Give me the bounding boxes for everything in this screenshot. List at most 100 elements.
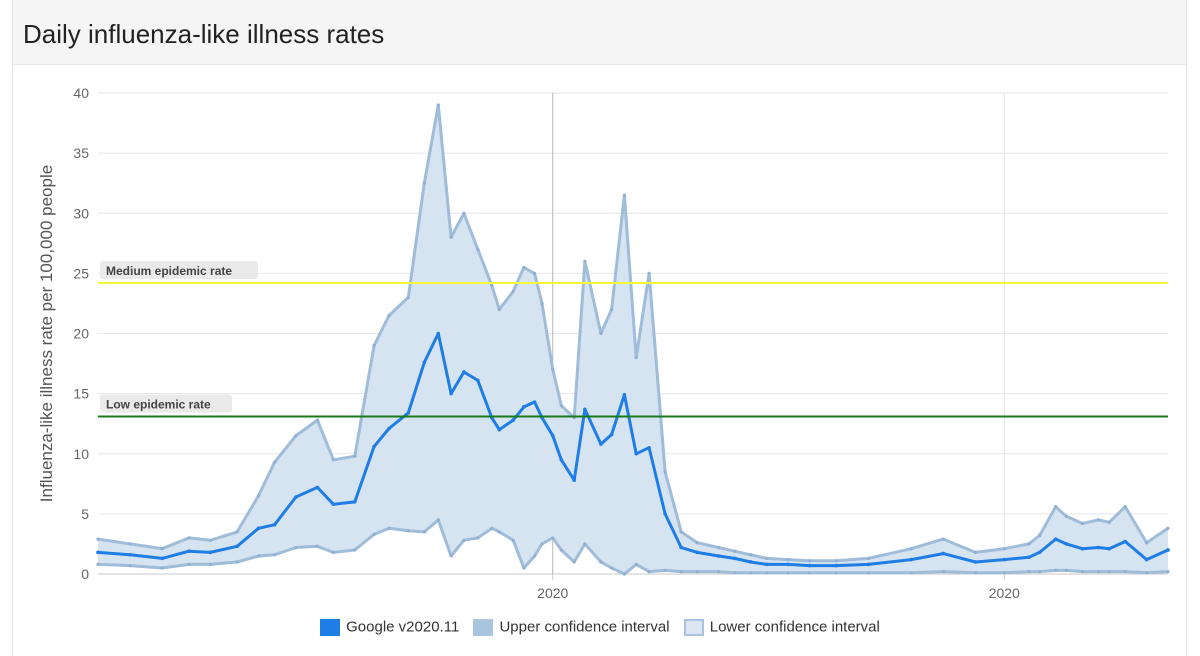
- page-title: Daily influenza-like illness rates: [23, 19, 385, 49]
- google-point: [1096, 545, 1101, 550]
- upper-ci-point: [1166, 526, 1170, 530]
- upper-ci-point: [695, 541, 699, 545]
- upper-ci-point: [208, 538, 212, 542]
- google-point: [331, 502, 336, 507]
- upper-ci-point: [235, 530, 239, 534]
- google-point: [256, 526, 261, 531]
- upper-ci-point: [599, 331, 603, 336]
- google-point: [550, 433, 555, 438]
- google-point: [647, 445, 651, 450]
- google-point: [941, 551, 946, 556]
- lower-ci-point: [160, 566, 164, 570]
- x-tick-label: 2020: [989, 585, 1020, 601]
- upper-ci-point: [96, 537, 100, 541]
- lower-ci-point: [522, 566, 526, 570]
- x-tick-label: 2020: [537, 585, 568, 601]
- grid-lines: [98, 92, 1168, 575]
- google-point: [695, 550, 699, 555]
- upper-ci-point: [462, 211, 466, 215]
- google-point: [1123, 539, 1127, 544]
- chart-panel: [12, 0, 1187, 656]
- google-point: [1144, 557, 1149, 562]
- upper-ci-point: [1107, 520, 1111, 524]
- confidence-band: [98, 105, 1168, 574]
- google-point: [748, 560, 753, 564]
- upper-ci-point: [551, 367, 555, 372]
- google-point: [511, 418, 515, 422]
- y-tick-label: 0: [81, 566, 89, 582]
- upper-ci-point: [128, 542, 132, 546]
- google-point: [663, 512, 667, 516]
- google-point: [497, 427, 502, 432]
- lower-ci-point: [372, 532, 376, 536]
- lower-ci-point: [540, 542, 544, 546]
- lower-ci-point: [187, 562, 191, 566]
- upper-ci-point: [622, 193, 627, 197]
- upper-ci-point: [436, 103, 440, 107]
- legend-item-lower-ci[interactable]: Lower confidence interval: [683, 618, 880, 636]
- lower-ci-point: [462, 538, 466, 542]
- upper-ci-point: [583, 259, 587, 263]
- upper-ci-point: [1064, 514, 1068, 518]
- google-point: [96, 550, 100, 555]
- legend-item-upper-ci[interactable]: Upper confidence interval: [473, 618, 670, 636]
- lower-ci-point: [1123, 569, 1127, 574]
- upper-ci-point: [1038, 533, 1042, 538]
- google-point: [1080, 546, 1085, 551]
- y-tick-label: 10: [73, 446, 89, 462]
- y-tick-label: 35: [73, 145, 89, 161]
- lower-ci-point: [272, 553, 277, 557]
- lower-ci-point: [1002, 571, 1006, 575]
- lower-ci-point: [436, 518, 440, 522]
- lower-ci-point: [973, 571, 978, 575]
- upper-ci-point: [522, 265, 526, 269]
- upper-ci-point: [540, 301, 544, 306]
- lower-ci-point: [610, 566, 614, 570]
- lower-ci-point: [866, 571, 871, 575]
- google-point: [786, 562, 790, 567]
- lower-ci-point: [128, 563, 132, 568]
- legend-swatch-google: [320, 618, 341, 636]
- google-point: [187, 549, 191, 553]
- series-lines: [96, 103, 1170, 576]
- google-point: [1037, 550, 1042, 555]
- lower-ci-point: [490, 526, 494, 530]
- google-point: [235, 544, 239, 549]
- google-point: [609, 432, 614, 437]
- lower-ci-point: [647, 569, 651, 574]
- lower-ci-point: [315, 544, 319, 548]
- google-point: [449, 391, 453, 396]
- google-point: [272, 522, 277, 527]
- upper-ci-point: [765, 556, 769, 560]
- upper-ci-point: [187, 536, 191, 540]
- google-point: [572, 478, 576, 483]
- upper-ci-point: [372, 343, 376, 348]
- google-point: [732, 556, 737, 561]
- upper-ci-point: [406, 295, 410, 300]
- google-point: [372, 444, 376, 449]
- google-point: [559, 457, 564, 462]
- lower-ci-point: [235, 560, 239, 564]
- lower-ci-point: [1096, 569, 1101, 574]
- lower-ci-point: [449, 554, 453, 558]
- upper-ci-point: [941, 537, 945, 541]
- lower-ci-point: [583, 542, 587, 546]
- legend-label: Lower confidence interval: [709, 618, 880, 636]
- upper-ci-point: [1002, 547, 1006, 551]
- lower-ci-point: [406, 529, 410, 533]
- upper-ci-point: [834, 559, 838, 563]
- upper-ci-point: [733, 549, 737, 553]
- upper-ci-point: [1080, 521, 1084, 526]
- series-lower-ci-line: [97, 518, 1169, 576]
- confidence-band-area: [98, 105, 1168, 574]
- y-axis-label: Influenza-like illness rate per 100,000 …: [37, 165, 56, 502]
- upper-ci-point: [786, 557, 790, 562]
- y-tick-label: 25: [73, 265, 89, 281]
- y-tick-label: 5: [81, 506, 89, 522]
- upper-ci-point: [387, 313, 391, 318]
- google-point: [476, 378, 480, 383]
- legend-item-google[interactable]: Google v2020.11: [320, 618, 459, 636]
- upper-ci-point: [1123, 505, 1127, 509]
- upper-ci-point: [331, 458, 335, 462]
